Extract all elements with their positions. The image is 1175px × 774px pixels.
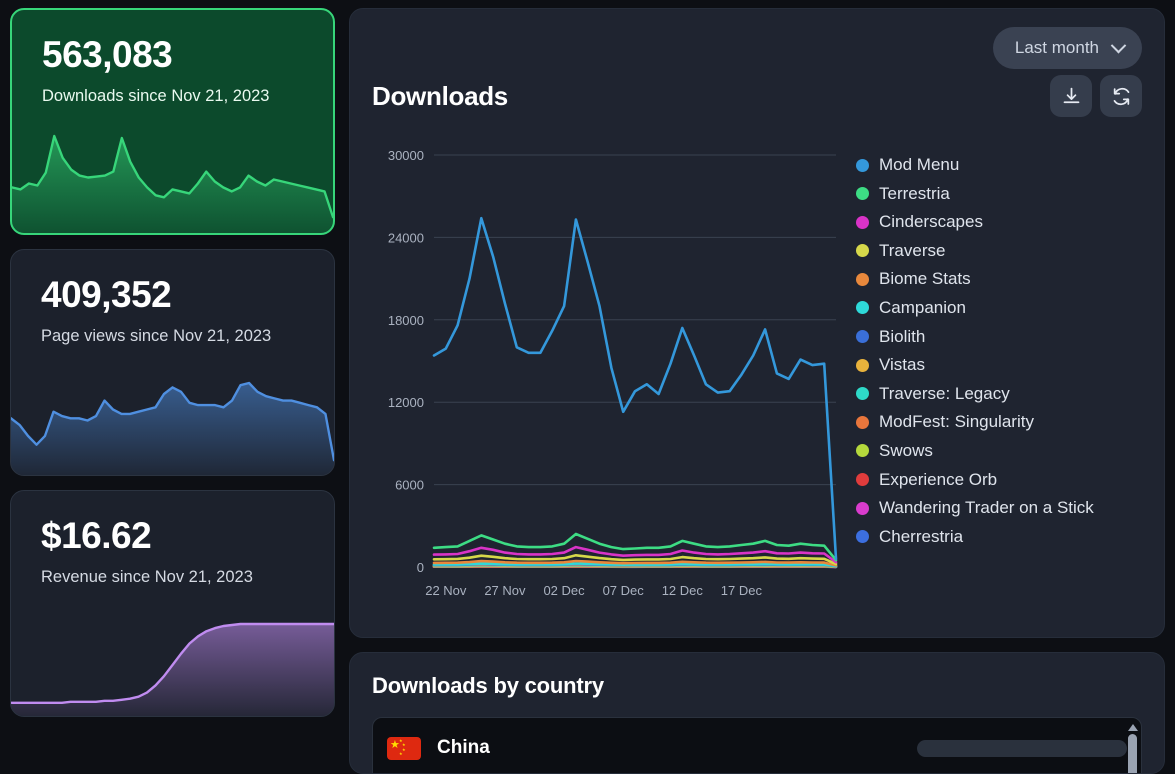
- legend-item-mod-menu[interactable]: Mod Menu: [856, 155, 1142, 175]
- downloads-by-country-panel: Downloads by country ★ ★ ★ ★ ★ China: [349, 652, 1165, 774]
- legend-item-cherrestria[interactable]: Cherrestria: [856, 527, 1142, 547]
- downloads-line-chart[interactable]: 0 6000 12000 18000 24000 30000 22 Nov 27 Nov 02 …: [372, 143, 842, 613]
- legend-item-label: Wandering Trader on a Stick: [879, 498, 1094, 518]
- legend-item-biolith[interactable]: Biolith: [856, 327, 1142, 347]
- legend-item-label: Terrestria: [879, 183, 950, 203]
- svg-text:22 Nov: 22 Nov: [425, 583, 467, 598]
- legend-item-label: Campanion: [879, 297, 966, 317]
- country-list: ★ ★ ★ ★ ★ China: [372, 717, 1142, 773]
- svg-text:02 Dec: 02 Dec: [543, 583, 585, 598]
- svg-text:6000: 6000: [395, 478, 424, 493]
- legend-item-campanion[interactable]: Campanion: [856, 298, 1142, 318]
- legend-item-cinderscapes[interactable]: Cinderscapes: [856, 212, 1142, 232]
- svg-text:30000: 30000: [388, 148, 424, 163]
- legend-color-dot: [856, 358, 869, 372]
- plot-area: 0 6000 12000 18000 24000 30000 22 Nov 27 Nov 02 …: [372, 143, 842, 613]
- legend-color-dot: [856, 330, 869, 344]
- legend-color-dot: [856, 272, 869, 286]
- legend-color-dot: [856, 387, 869, 401]
- sparkline-downloads: [12, 134, 333, 233]
- svg-text:12 Dec: 12 Dec: [662, 583, 704, 598]
- legend-color-dot: [856, 444, 869, 458]
- refresh-button[interactable]: [1100, 75, 1142, 117]
- date-range-select[interactable]: Last month: [992, 27, 1142, 69]
- stat-label-downloads: Downloads since Nov 21, 2023: [42, 86, 270, 105]
- legend-item-experience-orb[interactable]: Experience Orb: [856, 470, 1142, 490]
- page-title: Downloads: [372, 80, 508, 111]
- legend-item-traverse[interactable]: Traverse: [856, 241, 1142, 261]
- legend-item-swows[interactable]: Swows: [856, 441, 1142, 461]
- download-button[interactable]: [1050, 75, 1092, 117]
- stat-content-pageviews: 409,352 Page views since Nov 21, 2023: [11, 250, 334, 347]
- legend-item-label: Biome Stats: [879, 269, 971, 289]
- main-column: Last month Downloads: [349, 8, 1165, 774]
- legend-item-wandering-trader-on-a-stick[interactable]: Wandering Trader on a Stick: [856, 498, 1142, 518]
- legend-item-label: Experience Orb: [879, 469, 998, 489]
- legend-color-dot: [856, 301, 869, 315]
- legend-item-label: Traverse: [879, 240, 946, 260]
- chevron-down-icon: [1110, 37, 1127, 53]
- chart-legend: Mod Menu Terrestria Cinderscapes Traverse Bi…: [842, 143, 1142, 613]
- legend-item-modfest-singularity[interactable]: ModFest: Singularity: [856, 412, 1142, 432]
- svg-text:0: 0: [417, 560, 424, 575]
- legend-color-dot: [856, 244, 869, 258]
- stat-value-pageviews: 409,352: [41, 274, 172, 315]
- legend-item-terrestria[interactable]: Terrestria: [856, 184, 1142, 204]
- chart-header: Downloads: [372, 75, 1142, 117]
- legend-color-dot: [856, 530, 869, 544]
- legend-item-traverse-legacy[interactable]: Traverse: Legacy: [856, 384, 1142, 404]
- stat-content-revenue: $16.62 Revenue since Nov 21, 2023: [11, 491, 334, 588]
- legend-item-label: Cinderscapes: [879, 212, 983, 232]
- flag-china-icon: ★ ★ ★ ★ ★: [387, 736, 421, 760]
- legend-color-dot: [856, 215, 869, 229]
- chart-toolbar-top: Last month: [372, 27, 1142, 69]
- legend-item-biome-stats[interactable]: Biome Stats: [856, 269, 1142, 289]
- svg-text:17 Dec: 17 Dec: [721, 583, 763, 598]
- legend-color-dot: [856, 501, 869, 515]
- scrollbar-thumb[interactable]: [1128, 734, 1137, 773]
- legend-color-dot: [856, 415, 869, 429]
- sparkline-pageviews: [11, 381, 334, 475]
- svg-text:07 Dec: 07 Dec: [603, 583, 645, 598]
- country-list-scrollbar[interactable]: [1127, 724, 1138, 773]
- svg-text:12000: 12000: [388, 395, 424, 410]
- stat-content-downloads: 563,083 Downloads since Nov 21, 2023: [12, 10, 333, 107]
- stat-label-pageviews: Page views since Nov 21, 2023: [41, 326, 272, 345]
- downloads-chart-panel: Last month Downloads: [349, 8, 1165, 638]
- stat-label-revenue: Revenue since Nov 21, 2023: [41, 567, 253, 586]
- stat-value-revenue: $16.62: [41, 515, 152, 556]
- legend-color-dot: [856, 158, 869, 172]
- country-name: China: [437, 737, 490, 758]
- legend-color-dot: [856, 187, 869, 201]
- chart-actions: [1050, 75, 1142, 117]
- legend-item-label: Traverse: Legacy: [879, 383, 1010, 403]
- country-progress-bar: [917, 739, 1127, 757]
- stat-value-downloads: 563,083: [42, 34, 173, 75]
- legend-item-label: Swows: [879, 440, 933, 460]
- country-section-title: Downloads by country: [372, 673, 604, 698]
- svg-text:24000: 24000: [388, 230, 424, 245]
- legend-item-label: Mod Menu: [879, 155, 960, 174]
- legend-item-label: Biolith: [879, 326, 926, 346]
- legend-item-label: ModFest: Singularity: [879, 412, 1034, 432]
- legend-color-dot: [856, 473, 869, 487]
- legend-item-vistas[interactable]: Vistas: [856, 355, 1142, 375]
- svg-text:18000: 18000: [388, 313, 424, 328]
- legend-item-label: Cherrestria: [879, 526, 964, 546]
- stat-card-revenue[interactable]: $16.62 Revenue since Nov 21, 2023: [10, 490, 335, 717]
- refresh-icon: [1113, 87, 1129, 105]
- legend-item-label: Vistas: [879, 355, 925, 375]
- chart-body: 0 6000 12000 18000 24000 30000 22 Nov 27 Nov 02 …: [372, 143, 1142, 613]
- svg-text:27 Nov: 27 Nov: [484, 583, 526, 598]
- date-range-label: Last month: [1014, 38, 1099, 57]
- stat-card-downloads[interactable]: 563,083 Downloads since Nov 21, 2023: [10, 8, 335, 235]
- sparkline-revenue: [11, 622, 334, 716]
- stat-card-pageviews[interactable]: 409,352 Page views since Nov 21, 2023: [10, 249, 335, 476]
- list-item[interactable]: ★ ★ ★ ★ ★ China: [387, 728, 1127, 768]
- download-icon: [1063, 87, 1079, 103]
- scroll-up-arrow-icon[interactable]: [1127, 724, 1138, 731]
- stats-column: 563,083 Downloads since Nov 21, 2023 409…: [10, 8, 335, 774]
